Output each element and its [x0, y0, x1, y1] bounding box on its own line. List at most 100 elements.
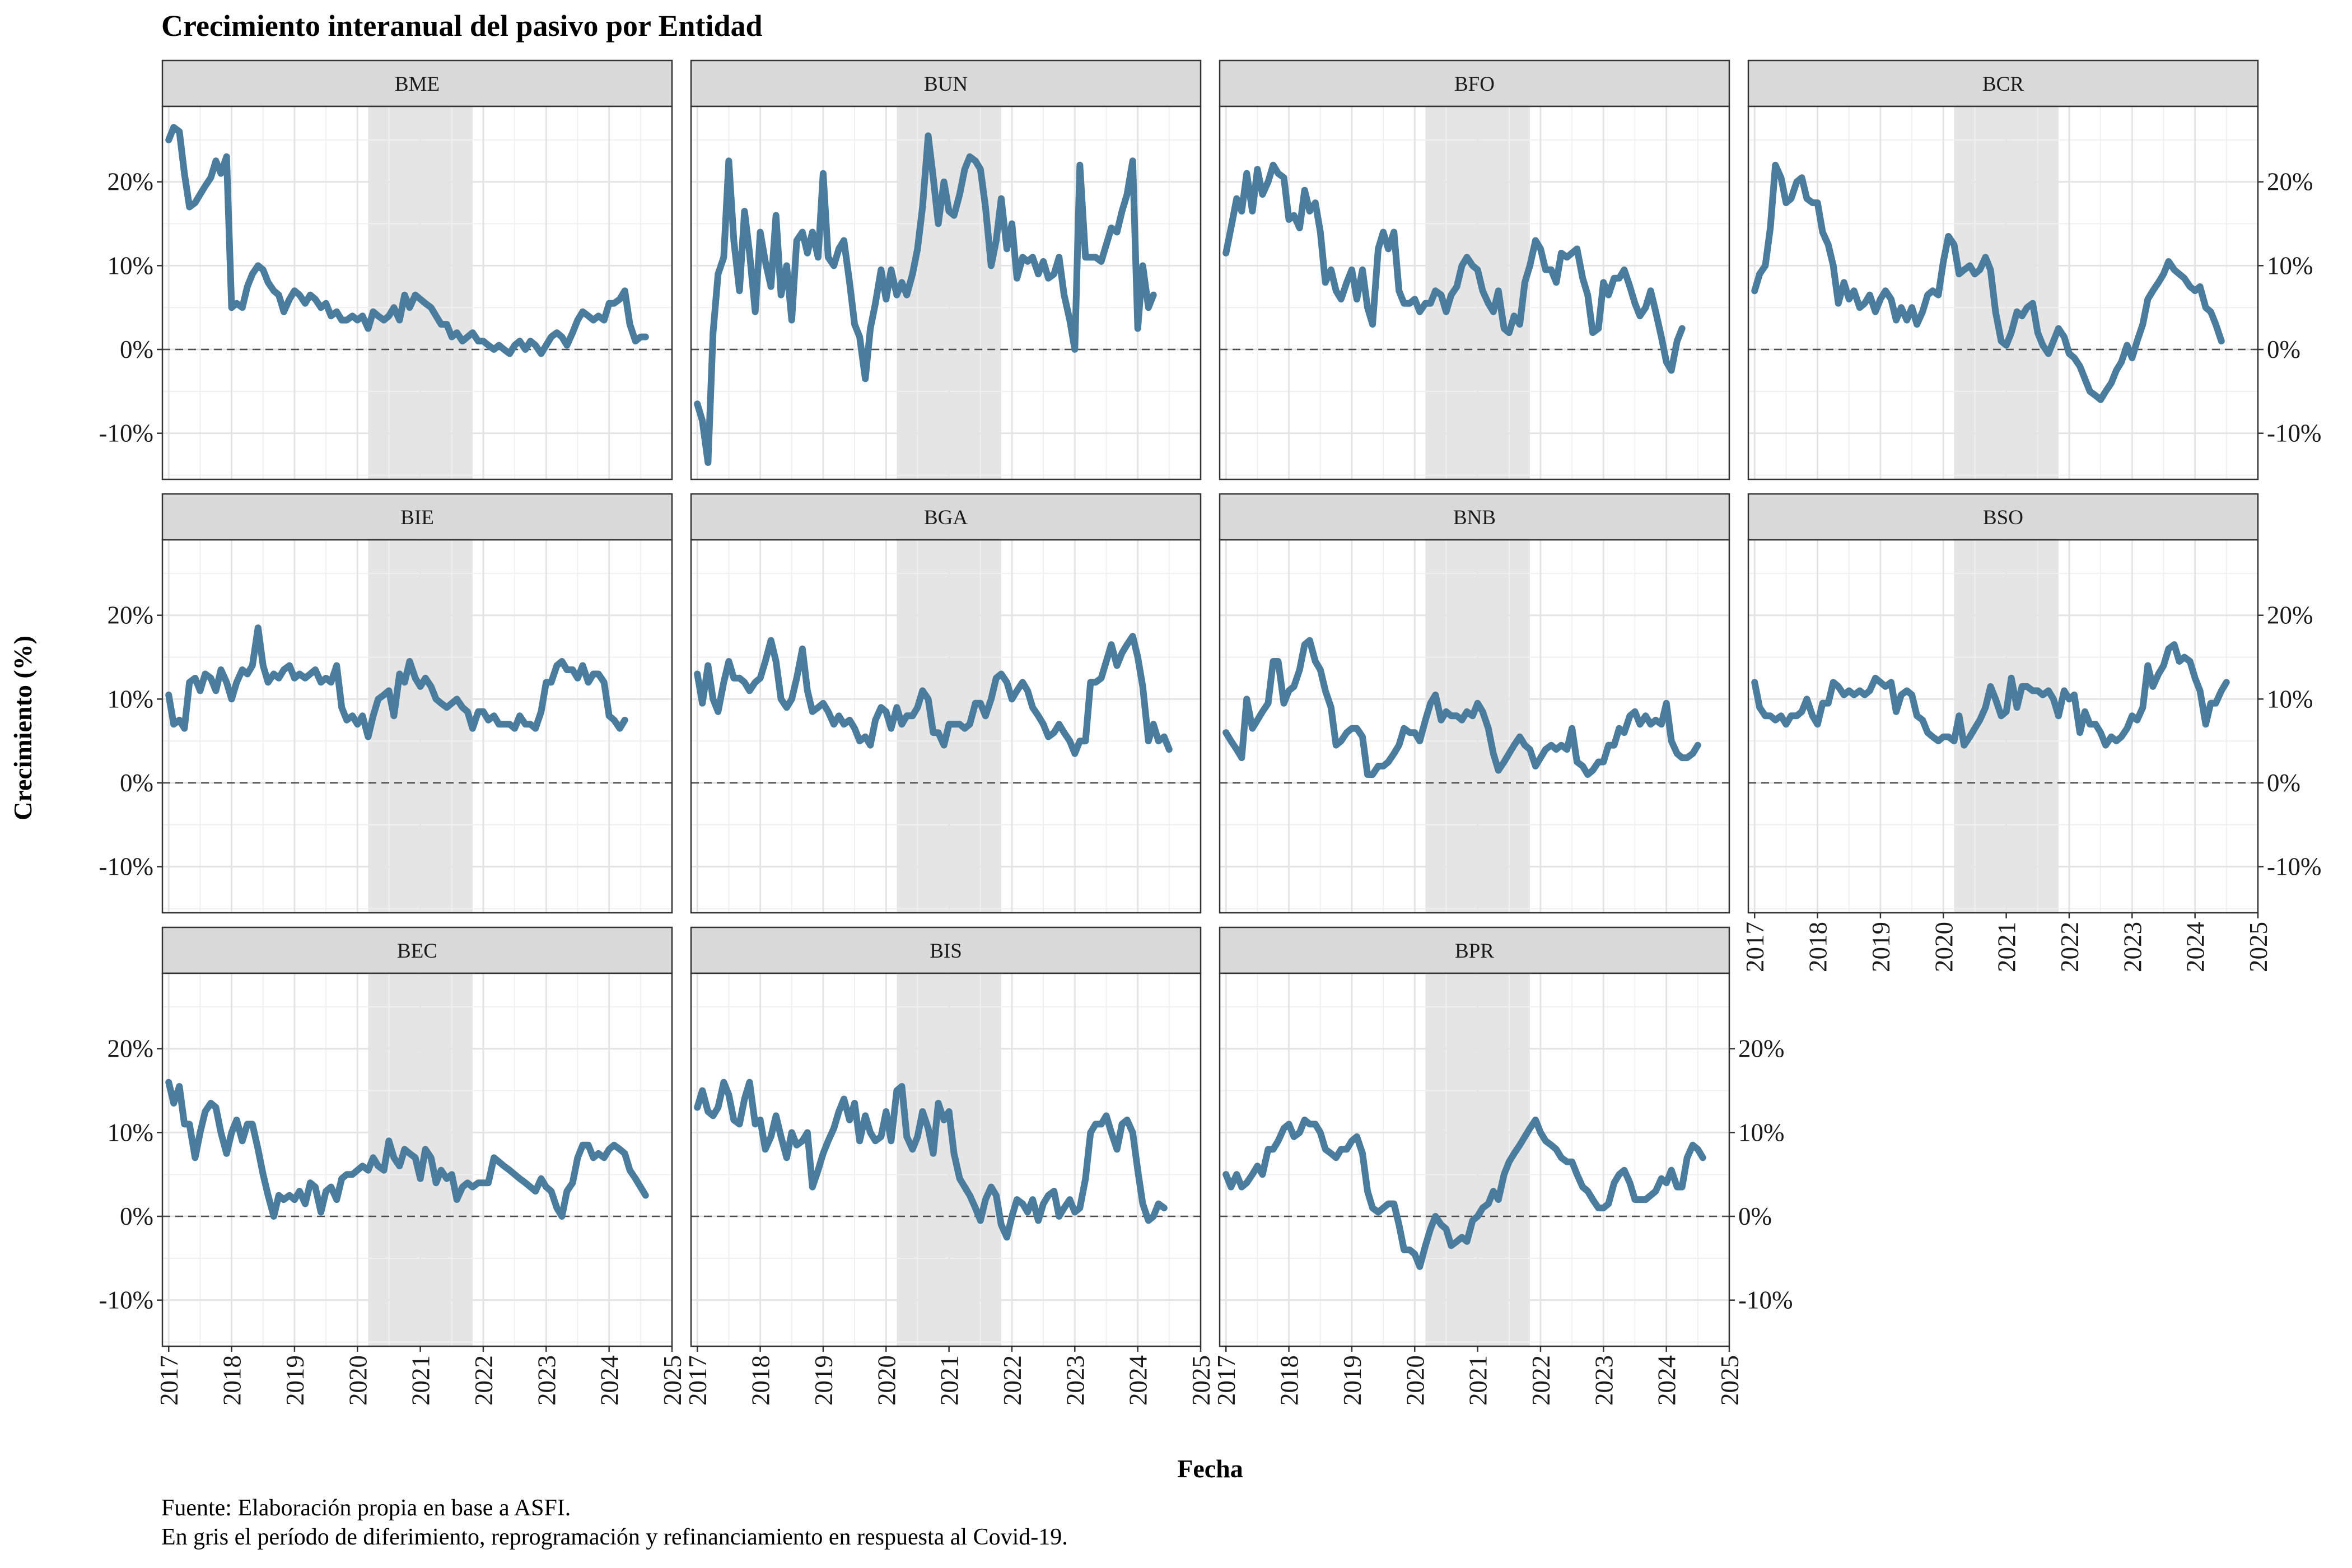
panel-bcr: BCR -10% 0% 10% 20% [1747, 59, 2321, 480]
caption-note: En gris el período de diferimiento, repr… [161, 1524, 1068, 1550]
plot-area [1220, 106, 1729, 479]
y-tick-label: 20% [2267, 168, 2313, 196]
y-tick-label: -10% [1738, 1286, 1793, 1314]
y-tick-label: -10% [99, 1286, 153, 1314]
facet-label: BIE [400, 506, 434, 529]
panel-bga: BGA [690, 493, 1202, 914]
facet-label: BEC [397, 940, 437, 963]
series-line-bcr [1751, 161, 2225, 403]
y-tick-label: 10% [108, 1118, 154, 1146]
x-tick-label: 2024 [596, 1355, 624, 1406]
x-tick-label: 2025 [2244, 922, 2272, 972]
series-line-bso [1751, 641, 2230, 749]
panel-bme: BME -10% 0% 10% 20% [99, 59, 673, 480]
x-tick-label: 2020 [872, 1355, 900, 1406]
x-tick-label: 2022 [1527, 1355, 1555, 1406]
panel-border [1219, 539, 1730, 914]
plot-area [162, 973, 672, 1346]
panel-border [690, 972, 1202, 1347]
x-tick-label: 2023 [533, 1355, 561, 1406]
panel-border [1747, 105, 2259, 480]
y-tick-label: 10% [108, 685, 154, 713]
chart-title: Crecimiento interanual del pasivo por En… [161, 9, 763, 43]
facet-label: BSO [1983, 506, 2023, 529]
facet-label: BIS [930, 940, 962, 963]
plot-area [1220, 973, 1729, 1346]
x-tick-label: 2021 [407, 1355, 435, 1406]
x-tick-label: 2017 [684, 1355, 712, 1406]
facet-strip [161, 926, 673, 974]
facet-label: BFO [1454, 73, 1495, 96]
panel-border [690, 105, 1202, 480]
x-tick-label: 2018 [1804, 922, 1832, 972]
panel-border [1219, 105, 1730, 480]
series-line-bec [165, 1079, 649, 1220]
x-tick-label: 2018 [1276, 1355, 1304, 1406]
x-tick-label: 2018 [218, 1355, 246, 1406]
series-line-bfo [1222, 161, 1686, 374]
facet-strip [690, 493, 1202, 541]
x-tick-label: 2020 [1930, 922, 1958, 972]
y-tick-label: 10% [108, 251, 154, 279]
facet-strip [1219, 493, 1730, 541]
x-tick-label: 2025 [1716, 1355, 1744, 1406]
panel-bpr: BPR -10% 0% 10% 20% 2017 2018 2019 2020 2021 2022 2… [1212, 926, 1793, 1406]
facet-label: BNB [1453, 506, 1496, 529]
y-tick-label: 20% [108, 168, 154, 196]
facet-strip [1747, 59, 2259, 108]
y-tick-label: 0% [2267, 769, 2300, 797]
x-tick-label: 2017 [1212, 1355, 1240, 1406]
facet-strip [1219, 926, 1730, 974]
x-tick-label: 2017 [155, 1355, 183, 1406]
plot-area [691, 973, 1201, 1346]
panel-bun: BUN [690, 59, 1202, 480]
series-line-bie [165, 624, 628, 740]
facet-label: BPR [1455, 940, 1494, 963]
panels-layer: BME -10% 0% 10% 20% BUN BFO BCR -10% 0% 10% 20% BIE -… [99, 59, 2321, 1406]
series-line-bnb [1222, 637, 1701, 778]
x-tick-label: 2018 [747, 1355, 775, 1406]
y-tick-label: 0% [120, 1202, 153, 1230]
x-tick-label: 2020 [344, 1355, 372, 1406]
plot-area [691, 540, 1201, 913]
panel-border [161, 972, 673, 1347]
y-tick-label: 0% [120, 335, 153, 363]
panel-bis: BIS 2017 2018 2019 2020 2021 2022 2023 2024 2025 [684, 926, 1215, 1406]
plot-area [691, 106, 1201, 479]
x-tick-label: 2024 [2182, 922, 2210, 972]
caption-source: Fuente: Elaboración propia en base a ASF… [161, 1495, 571, 1521]
series-line-bme [165, 124, 649, 357]
plot-area [162, 106, 672, 479]
x-axis-label: Fecha [1177, 1454, 1243, 1483]
x-tick-label: 2019 [281, 1355, 309, 1406]
plot-area [1748, 106, 2258, 479]
facet-strip [161, 493, 673, 541]
facet-label: BGA [924, 506, 968, 529]
panel-border [161, 105, 673, 480]
x-tick-label: 2021 [1464, 1355, 1492, 1406]
plot-area [1748, 540, 2258, 913]
facet-strip [690, 59, 1202, 108]
y-axis-label: Crecimiento (%) [8, 636, 37, 820]
x-tick-label: 2017 [1741, 922, 1769, 972]
x-tick-label: 2021 [936, 1355, 964, 1406]
facet-strip [161, 59, 673, 108]
x-tick-label: 2023 [2118, 922, 2146, 972]
x-tick-label: 2020 [1401, 1355, 1429, 1406]
y-tick-label: 0% [120, 769, 153, 797]
y-tick-label: 20% [108, 1035, 154, 1063]
y-tick-label: -10% [2267, 853, 2321, 881]
y-tick-label: 10% [2267, 685, 2313, 713]
x-tick-label: 2023 [1590, 1355, 1618, 1406]
y-tick-label: 0% [2267, 335, 2300, 363]
series-line-bga [694, 633, 1173, 757]
facet-strip [1747, 493, 2259, 541]
y-tick-label: 20% [1738, 1035, 1785, 1063]
y-tick-label: -10% [99, 419, 153, 447]
panel-bfo: BFO [1219, 59, 1730, 480]
plot-area [1220, 540, 1729, 913]
y-tick-label: 0% [1738, 1202, 1772, 1230]
series-line-bpr [1222, 1116, 1706, 1270]
